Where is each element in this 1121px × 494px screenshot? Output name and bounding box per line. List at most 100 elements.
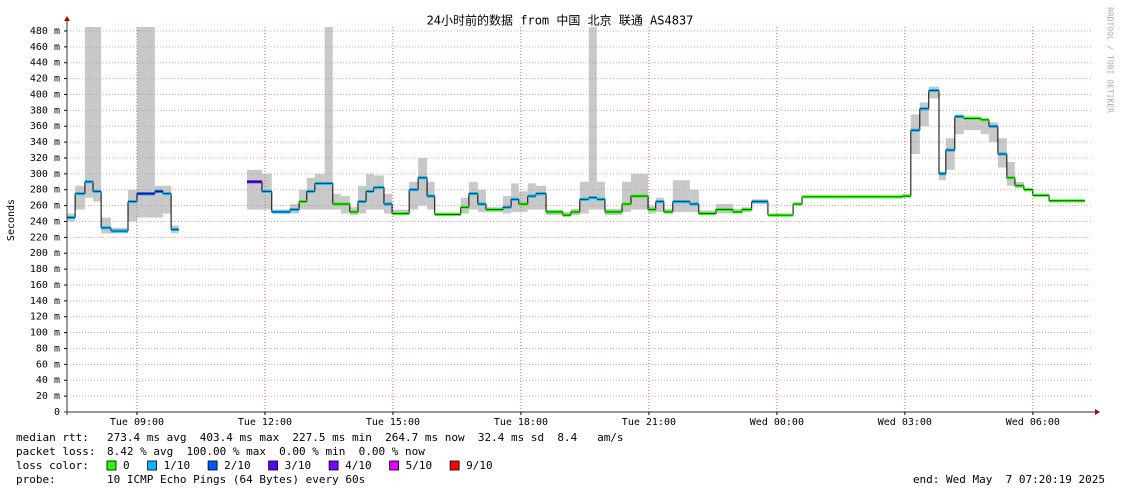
smoke xyxy=(1006,161,1015,186)
legend-entry: 3/10 xyxy=(285,459,312,472)
stat-label: packet loss: xyxy=(16,445,95,458)
legend-entry: 0 xyxy=(123,459,130,472)
legend-swatch xyxy=(328,460,339,471)
watermark: RRDTOOL / TOBI OETIKER xyxy=(1106,7,1115,113)
smoke xyxy=(162,185,172,214)
smoke xyxy=(306,177,315,210)
smoke xyxy=(622,181,631,212)
smoke xyxy=(324,27,333,210)
smoke xyxy=(928,86,939,99)
y-tick-label: 320 m xyxy=(30,153,60,164)
y-tick-label: 60 m xyxy=(36,359,60,370)
smoke xyxy=(409,181,419,210)
smoke xyxy=(596,181,605,210)
y-tick-label: 180 m xyxy=(30,264,60,275)
y-tick-label: 20 m xyxy=(36,391,60,402)
y-tick-label: 120 m xyxy=(30,312,60,323)
smoke xyxy=(477,189,486,212)
smoke xyxy=(84,27,94,198)
y-tick-label: 240 m xyxy=(30,216,60,227)
smoke xyxy=(101,217,111,234)
axis-arrow xyxy=(1095,409,1100,415)
x-tick-label: Tue 12:00 xyxy=(238,417,292,428)
x-tick-label: Tue 09:00 xyxy=(110,417,164,428)
smoke xyxy=(418,157,428,206)
smoke xyxy=(299,189,307,210)
legend-swatch xyxy=(268,460,279,471)
y-tick-label: 40 m xyxy=(36,375,60,386)
y-tick-label: 300 m xyxy=(30,169,60,180)
y-tick-label: 160 m xyxy=(30,280,60,291)
y-tick-label: 480 m xyxy=(30,26,60,37)
smoke xyxy=(988,122,998,143)
stat-label: probe: xyxy=(16,473,56,486)
stat-text: 273.4 ms avg 403.4 ms max 227.5 ms min 2… xyxy=(107,431,624,444)
smoke xyxy=(460,197,469,214)
stat-text: 8.42 % avg 100.00 % max 0.00 % min 0.00 … xyxy=(107,445,425,458)
smoke xyxy=(689,189,699,212)
smoke xyxy=(919,102,929,127)
smoke xyxy=(93,27,102,202)
smoke xyxy=(672,180,690,212)
x-tick-label: Wed 00:00 xyxy=(750,417,804,428)
x-tick-label: Tue 15:00 xyxy=(366,417,420,428)
y-tick-label: 220 m xyxy=(30,232,60,243)
y-tick-label: 140 m xyxy=(30,296,60,307)
stat-label: median rtt: xyxy=(16,431,89,444)
end-time: end: Wed May 7 07:20:19 2025 xyxy=(913,473,1105,486)
y-tick-label: 100 m xyxy=(30,328,60,339)
smoke xyxy=(357,185,367,214)
smoke xyxy=(910,114,920,155)
legend-entry: 2/10 xyxy=(224,459,251,472)
stat-text: 10 ICMP Echo Pings (64 Bytes) every 60s xyxy=(107,473,365,486)
smoke xyxy=(75,185,85,210)
legend-swatch xyxy=(106,460,117,471)
smoke xyxy=(502,196,512,214)
x-tick-label: Wed 06:00 xyxy=(1006,417,1060,428)
y-tick-label: 260 m xyxy=(30,201,60,212)
legend-swatch xyxy=(389,460,400,471)
smoke xyxy=(588,27,597,210)
legend-entry: 1/10 xyxy=(164,459,191,472)
smoke xyxy=(136,27,155,218)
smoke xyxy=(518,191,528,212)
smoke xyxy=(630,173,649,210)
y-tick-label: 460 m xyxy=(30,42,60,53)
smoke xyxy=(468,181,478,210)
y-tick-label: 280 m xyxy=(30,185,60,196)
smoke xyxy=(980,118,989,135)
y-tick-label: 340 m xyxy=(30,137,60,148)
smoke xyxy=(945,138,955,170)
y-tick-label: 380 m xyxy=(30,105,60,116)
legend-swatch xyxy=(207,460,218,471)
y-tick-label: 200 m xyxy=(30,248,60,259)
legend-entry: 5/10 xyxy=(406,459,433,472)
y-tick-label: 360 m xyxy=(30,121,60,132)
smoke xyxy=(154,185,163,218)
smoke xyxy=(954,114,964,135)
smoke xyxy=(373,175,384,210)
smoke xyxy=(314,173,325,210)
chart-title: 24小时前的数据 from 中国 北京 联通 AS4837 xyxy=(427,13,694,28)
y-tick-label: 440 m xyxy=(30,58,60,69)
smoke xyxy=(535,185,547,210)
x-tick-label: Tue 21:00 xyxy=(622,417,676,428)
smoke xyxy=(963,116,981,131)
smoke xyxy=(579,181,589,214)
smoke xyxy=(247,169,262,210)
y-tick-label: 0 xyxy=(54,407,60,418)
smoke xyxy=(332,193,341,210)
smoke xyxy=(511,183,519,212)
legend-label: loss color: xyxy=(16,459,89,472)
smoke xyxy=(128,189,137,222)
y-axis-label: Seconds xyxy=(6,199,17,241)
y-tick-label: 400 m xyxy=(30,89,60,100)
axis-arrow xyxy=(64,16,70,21)
smoke xyxy=(655,197,664,212)
legend-entry: 4/10 xyxy=(345,459,372,472)
x-tick-label: Tue 18:00 xyxy=(494,417,548,428)
legend-swatch xyxy=(147,460,158,471)
y-tick-label: 420 m xyxy=(30,74,60,85)
